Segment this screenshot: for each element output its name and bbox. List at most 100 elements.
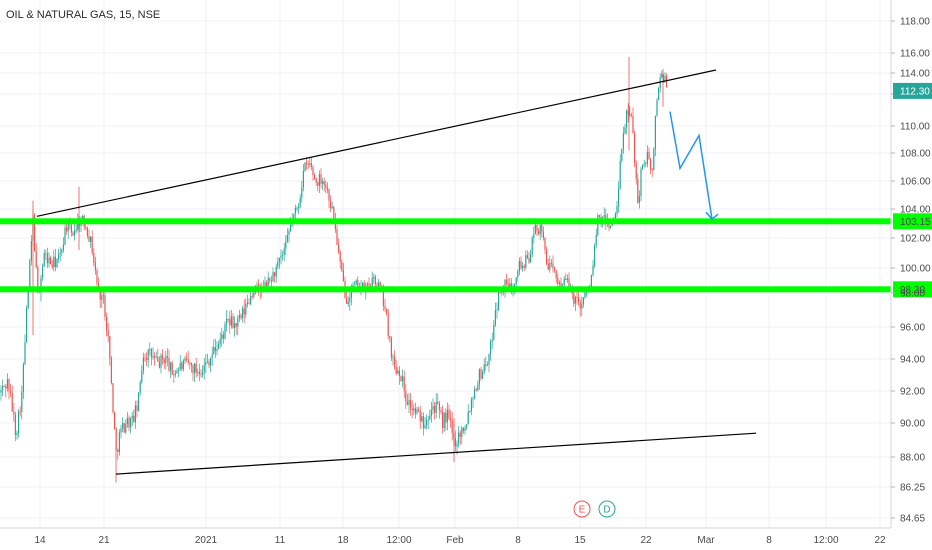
candle-body: [293, 213, 295, 221]
candle-body: [30, 241, 32, 261]
candle-body: [614, 213, 616, 220]
candle-body: [366, 283, 368, 286]
candle-body: [429, 415, 431, 420]
time-axis[interactable]: 14 21 2021 11 18 12:00 Feb 8 15 22 Mar 8 12:00 22: [34, 535, 886, 546]
candle-body: [34, 215, 36, 251]
candle-body: [610, 225, 612, 228]
candle-body: [472, 398, 474, 400]
candle-body: [462, 427, 464, 431]
candle-body: [637, 179, 639, 203]
candle-body: [525, 255, 527, 268]
candle-body: [426, 420, 428, 426]
candle-body: [560, 282, 562, 288]
candle-body: [341, 261, 343, 271]
candle-body: [54, 256, 56, 268]
candle-body: [490, 341, 492, 355]
candle-body: [536, 225, 538, 232]
candle-body: [142, 357, 144, 371]
price-tick-label: 90.00: [900, 419, 925, 430]
trend-line-lower-channel[interactable]: [115, 432, 757, 475]
candle-body: [43, 253, 45, 267]
candle-body: [123, 423, 125, 433]
candle-body: [624, 127, 626, 134]
price-tick-label: 108.00: [900, 149, 931, 160]
projection-polyline[interactable]: [669, 111, 713, 220]
candle-body: [642, 164, 644, 169]
candle-body: [286, 235, 288, 242]
candle-body: [493, 324, 495, 340]
candle-body: [326, 187, 328, 190]
candle-body: [85, 226, 87, 229]
candle-body: [333, 206, 335, 220]
candle-body: [350, 287, 352, 298]
candle-body: [102, 295, 104, 296]
candle-body: [555, 270, 557, 279]
candle-body: [290, 224, 292, 232]
candle-body: [474, 389, 476, 399]
trend-line-upper-channel[interactable]: [36, 69, 717, 217]
candle-body: [378, 282, 380, 286]
candle-body: [520, 261, 522, 269]
candle-body: [643, 163, 645, 165]
candle-body: [309, 163, 311, 165]
candle-body: [277, 261, 279, 267]
candle-body: [603, 215, 605, 217]
support-resistance-line[interactable]: [0, 286, 891, 293]
candle-body: [56, 259, 58, 268]
candle-body: [595, 234, 597, 246]
candle-body: [74, 231, 76, 236]
candle-body: [242, 308, 244, 319]
candle-body: [29, 260, 31, 287]
candle-body: [275, 266, 277, 277]
price-tick-label: 116.00: [900, 49, 930, 60]
candle-body: [37, 266, 39, 291]
candle-body: [24, 342, 26, 365]
candle-body: [416, 409, 418, 414]
candle-body: [269, 277, 271, 281]
price-tick-label: 86.25: [900, 483, 925, 494]
candle-body: [235, 323, 237, 327]
candle-body: [48, 257, 50, 264]
candle-body: [648, 151, 650, 159]
candle-body: [22, 364, 24, 392]
price-tick-label: 94.00: [900, 355, 925, 366]
event-marker-d[interactable]: [598, 500, 616, 518]
candle-body: [2, 386, 4, 390]
candle-body: [35, 250, 37, 267]
price-axis[interactable]: 118.00116.00114.00112.00110.00108.00106.…: [891, 17, 932, 525]
candle-body: [458, 432, 460, 444]
candle-body: [168, 357, 170, 371]
time-tick-label: 18: [337, 535, 349, 546]
candle-body: [397, 370, 399, 374]
candle-body: [306, 162, 308, 165]
candle-body: [227, 319, 229, 320]
candle-body: [6, 379, 8, 389]
last-price-badge: [893, 82, 932, 99]
candle-body: [342, 270, 344, 282]
candle-body: [53, 256, 55, 268]
support-resistance-line[interactable]: [0, 218, 891, 225]
price-tick-label: 96.00: [900, 323, 925, 334]
candle-body: [251, 296, 253, 297]
candle-body: [541, 224, 543, 232]
candle-body: [98, 283, 100, 287]
candle-body: [582, 297, 584, 305]
candle-body: [408, 400, 410, 405]
candle-body: [61, 249, 63, 253]
candle-body: [573, 293, 575, 304]
candle-body: [373, 276, 375, 279]
price-tick-label: 104.00: [900, 205, 931, 216]
candle-body: [67, 222, 69, 232]
candle-body: [328, 189, 330, 201]
event-marker-label: E: [579, 505, 586, 516]
candle-body: [253, 292, 255, 297]
candle-body: [424, 425, 426, 429]
candle-body: [405, 390, 407, 402]
candle-body: [323, 181, 325, 185]
event-marker-e[interactable]: [573, 500, 591, 518]
candle-body: [152, 356, 154, 358]
candle-body: [197, 371, 199, 373]
candle-body: [496, 309, 498, 311]
